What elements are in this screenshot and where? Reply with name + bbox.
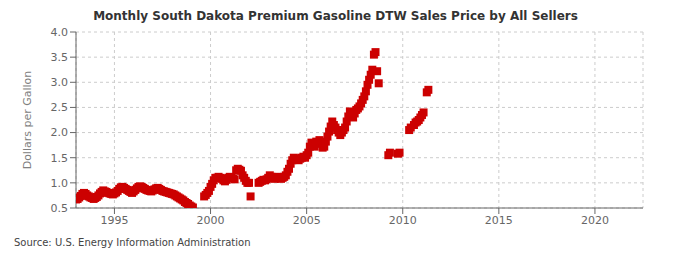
svg-text:2015: 2015 — [485, 214, 513, 227]
html-text:Source: U.S. Energy Informatio: Source: U.S. Energy Information Administ… — [14, 237, 251, 248]
svg-text:2005: 2005 — [293, 214, 321, 227]
svg-text:2010: 2010 — [389, 214, 417, 227]
svg-text:2000: 2000 — [197, 214, 225, 227]
svg-text:1.0: 1.0 — [51, 177, 69, 190]
svg-text:0.5: 0.5 — [51, 202, 69, 215]
html-text:Monthly South Dakota Premium G: Monthly South Dakota Premium Gasoline DT… — [93, 9, 578, 23]
svg-text:2020: 2020 — [581, 214, 609, 227]
svg-text:4.0: 4.0 — [51, 26, 69, 39]
svg-text:Dollars per Gallon: Dollars per Gallon — [21, 71, 34, 170]
svg-text:1995: 1995 — [100, 214, 128, 227]
svg-text:2.5: 2.5 — [51, 101, 69, 114]
svg-text:1.5: 1.5 — [51, 152, 69, 165]
svg-text:3.5: 3.5 — [51, 51, 69, 64]
svg-text:2.0: 2.0 — [51, 126, 69, 139]
svg-text:3.0: 3.0 — [51, 76, 69, 89]
